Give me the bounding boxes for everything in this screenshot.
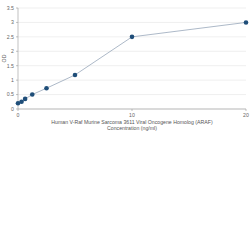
y-tick-label: 2 <box>11 48 14 54</box>
y-tick-label: 0.5 <box>7 91 14 97</box>
grid-line <box>18 22 246 23</box>
y-tick-label: 3 <box>11 19 14 25</box>
y-tick-label: 3.5 <box>7 5 14 11</box>
grid-line <box>18 80 246 81</box>
grid-line <box>18 51 246 52</box>
x-tick-label: 0 <box>17 112 20 118</box>
x-tick-label: 20 <box>243 112 249 118</box>
y-tick-label: 2.5 <box>7 34 14 40</box>
chart: 0 0.5 1 1.5 2 2.5 3 3.5 0 10 20 OD Human V-Raf Murin… <box>0 0 250 250</box>
point <box>23 97 28 102</box>
point <box>44 86 49 91</box>
y-tick-label: 1 <box>11 77 14 83</box>
curve <box>18 22 246 103</box>
point <box>30 92 35 97</box>
point <box>19 99 24 104</box>
x-tick-label: 10 <box>129 112 135 118</box>
point <box>130 35 135 40</box>
point <box>244 20 249 25</box>
data-group <box>16 20 249 105</box>
y-axis <box>18 8 19 109</box>
point <box>73 73 78 78</box>
x-axis-label: Human V-Raf Murine Sarcoma 3611 Viral On… <box>45 119 220 131</box>
y-tick-label: 1.5 <box>7 63 14 69</box>
x-axis <box>18 109 246 110</box>
grid-line <box>18 8 246 9</box>
y-tick-label: 0 <box>11 106 14 112</box>
grid-line <box>18 94 246 95</box>
y-axis-label: OD <box>1 54 7 62</box>
grid-line <box>18 65 246 66</box>
